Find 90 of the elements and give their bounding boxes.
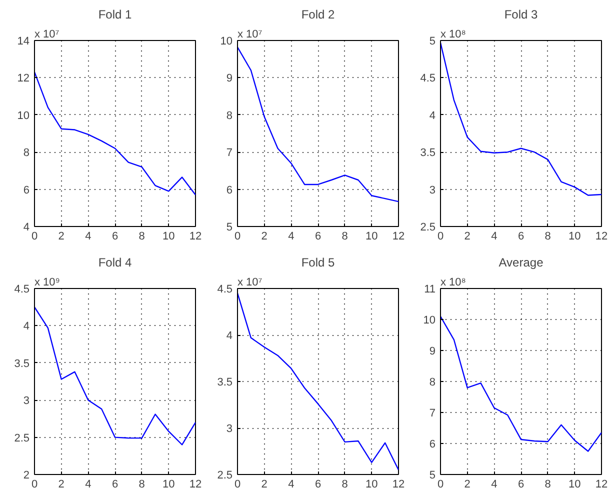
text: x 10⁷ xyxy=(238,276,262,288)
x-tick-label: 0 xyxy=(234,230,241,242)
x-tick-label: 6 xyxy=(112,230,118,242)
x-tick-label: 4 xyxy=(85,478,92,490)
x-tick-label: 10 xyxy=(366,230,378,242)
x-tick-label: 12 xyxy=(595,230,608,242)
y-tick-label: 7 xyxy=(429,408,436,420)
x-tick-label: 0 xyxy=(437,230,444,242)
chart-title: Fold 2 xyxy=(301,8,335,22)
x-tick-label: 4 xyxy=(491,478,498,490)
x-tick-label: 4 xyxy=(288,230,294,242)
x-tick-label: 12 xyxy=(392,230,405,242)
y-tick-label: 12 xyxy=(17,72,30,85)
annotation: x 10⁷ xyxy=(34,28,60,40)
x-tick-label: 12 xyxy=(189,478,202,490)
y-tick-label: 2.5 xyxy=(420,222,436,234)
y-tick-label: 2.5 xyxy=(14,432,30,444)
y-tick-label: 3.5 xyxy=(420,147,436,160)
x-tick-label: 2 xyxy=(464,478,470,490)
x-tick-label: 2 xyxy=(261,478,268,490)
x-tick-label: 10 xyxy=(568,478,581,490)
y-tick-label: 8 xyxy=(23,147,30,160)
x-tick-label: 0 xyxy=(31,230,38,242)
x-tick-label: 8 xyxy=(544,478,551,490)
annotation: x 10⁹ xyxy=(34,276,60,288)
y-tick-label: 3 xyxy=(23,395,30,408)
y-tick-label: 3 xyxy=(429,184,436,196)
y-tick-label: 9 xyxy=(429,346,436,358)
annotation: x 10⁸ xyxy=(440,28,466,40)
y-tick-label: 4 xyxy=(226,330,233,342)
y-tick-label: 4 xyxy=(23,222,30,234)
y-tick-label: 8 xyxy=(429,376,436,388)
x-tick-label: 6 xyxy=(518,230,524,242)
y-tick-label: 5 xyxy=(429,36,436,48)
x-tick-label: 8 xyxy=(342,230,348,242)
x-tick-label: 4 xyxy=(288,478,294,490)
x-tick-label: 6 xyxy=(518,478,524,490)
x-tick-label: 2 xyxy=(58,478,64,490)
x-tick-label: 2 xyxy=(464,230,470,242)
x-tick-label: 2 xyxy=(58,230,64,242)
chart-title: Average xyxy=(498,256,544,270)
y-tick-label: 14 xyxy=(17,36,30,48)
chart-title: Fold 3 xyxy=(504,8,538,22)
y-tick-label: 10 xyxy=(220,36,233,48)
chart-title: Fold 5 xyxy=(301,256,335,270)
annotation: x 10⁸ xyxy=(440,276,466,288)
y-tick-label: 10 xyxy=(17,110,30,122)
y-tick-label: 7 xyxy=(226,147,233,160)
annotation: x 10⁷ xyxy=(238,28,262,40)
y-tick-label: 2 xyxy=(23,470,30,482)
y-tick-label: 3.5 xyxy=(217,376,233,388)
y-tick-label: 10 xyxy=(423,314,436,326)
y-tick-label: 2.5 xyxy=(217,470,233,482)
x-tick-label: 4 xyxy=(491,230,498,242)
x-tick-label: 4 xyxy=(85,230,92,242)
y-tick-label: 4.5 xyxy=(217,284,233,296)
x-tick-label: 2 xyxy=(261,230,268,242)
x-tick-label: 8 xyxy=(342,478,348,490)
y-tick-label: 4.5 xyxy=(420,72,436,85)
chart-title: Fold 4 xyxy=(98,256,132,270)
x-tick-label: 0 xyxy=(437,478,444,490)
x-tick-label: 8 xyxy=(544,230,551,242)
chart-title: Fold 1 xyxy=(98,8,132,22)
y-tick-label: 4 xyxy=(429,110,436,122)
x-tick-label: 0 xyxy=(31,478,38,490)
y-tick-label: 6 xyxy=(429,438,436,450)
y-tick-label: 4 xyxy=(23,320,30,333)
x-tick-label: 8 xyxy=(138,230,145,242)
x-tick-label: 12 xyxy=(392,478,405,490)
x-tick-label: 6 xyxy=(112,478,118,490)
x-tick-label: 10 xyxy=(162,478,175,490)
x-tick-label: 12 xyxy=(595,478,608,490)
x-tick-label: 10 xyxy=(568,230,581,242)
x-tick-label: 10 xyxy=(162,230,175,242)
y-tick-label: 6 xyxy=(23,184,30,196)
y-tick-label: 5 xyxy=(226,222,233,234)
x-tick-label: 6 xyxy=(314,478,322,490)
x-tick-label: 6 xyxy=(314,230,322,242)
x-tick-label: 12 xyxy=(189,230,202,242)
y-tick-label: 11 xyxy=(424,284,436,296)
y-tick-label: 8 xyxy=(226,110,233,122)
x-tick-label: 8 xyxy=(138,478,145,490)
y-tick-label: 3.5 xyxy=(14,358,30,370)
x-tick-label: 10 xyxy=(366,478,378,490)
y-tick-label: 9 xyxy=(226,72,233,85)
y-tick-label: 3 xyxy=(226,423,233,435)
y-tick-label: 6 xyxy=(226,184,233,196)
y-tick-label: 5 xyxy=(429,470,436,482)
y-tick-label: 4.5 xyxy=(14,284,30,296)
x-tick-label: 0 xyxy=(234,478,241,490)
